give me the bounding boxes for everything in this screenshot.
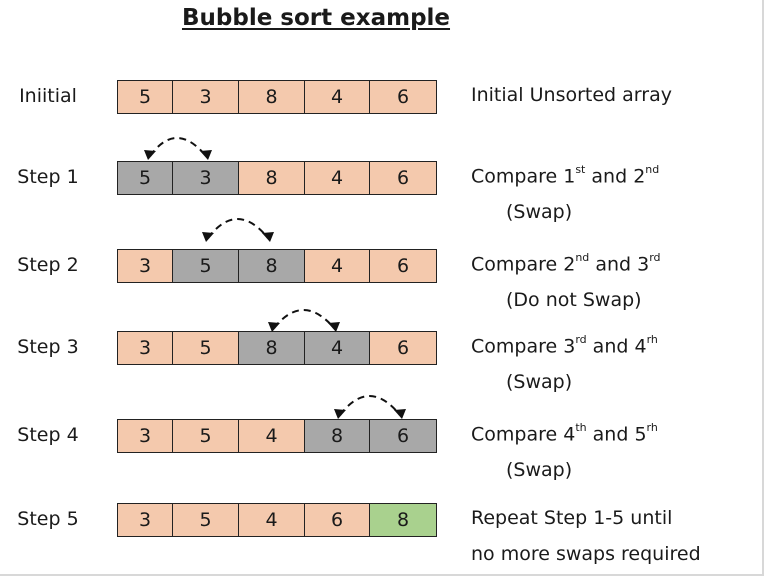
array-cell: 4 [305, 332, 370, 364]
array-cell: 3 [173, 162, 239, 194]
array-cell: 5 [173, 250, 239, 282]
array-cell: 6 [370, 81, 436, 113]
array-cell: 4 [305, 81, 370, 113]
array-cell: 6 [370, 250, 436, 282]
description-text: and 3 [589, 253, 650, 276]
array-cell: 8 [370, 504, 436, 536]
array-cell: 8 [239, 162, 305, 194]
array-cell: 3 [118, 250, 173, 282]
description-text: Compare 4 [471, 423, 576, 446]
array-cell: 8 [239, 250, 305, 282]
row-description-sub: (Do not Swap) [506, 289, 642, 311]
description-text: and 5 [586, 423, 647, 446]
row-description-sub: (Swap) [506, 371, 573, 393]
array-cell: 4 [305, 162, 370, 194]
array-cell: 8 [239, 81, 305, 113]
ordinal-suffix: st [575, 163, 586, 176]
description-text: Compare 3 [471, 335, 576, 358]
description-text: Initial Unsorted array [471, 84, 672, 106]
array-cell: 5 [173, 332, 239, 364]
row-description: Initial Unsorted array [471, 84, 672, 106]
array-cell: 4 [239, 420, 305, 452]
array-cell: 8 [239, 332, 305, 364]
array-cell: 3 [118, 332, 173, 364]
array-cell: 3 [173, 81, 239, 113]
ordinal-suffix: rh [646, 421, 658, 434]
ordinal-suffix: nd [575, 251, 590, 264]
row-description: Compare 2nd and 3rd [471, 251, 661, 276]
row-label: Step 1 [17, 166, 79, 188]
row-description: Repeat Step 1-5 until [471, 507, 672, 529]
ordinal-suffix: rd [575, 333, 587, 346]
description-text: and 2 [585, 165, 646, 188]
array-cell: 5 [118, 162, 173, 194]
array-cell: 6 [305, 504, 370, 536]
curved-arrow-icon [334, 395, 406, 419]
row-label: Step 5 [17, 508, 79, 530]
description-text: and 4 [586, 335, 647, 358]
ordinal-suffix: nd [645, 163, 660, 176]
diagram-title: Bubble sort example [181, 5, 451, 31]
ordinal-suffix: rh [646, 333, 658, 346]
row-label: Step 2 [17, 254, 79, 276]
row-description: Compare 4th and 5rh [471, 421, 658, 446]
curved-arrow-icon [268, 309, 340, 332]
array-cell: 5 [173, 420, 239, 452]
array-cell: 4 [239, 504, 305, 536]
row-description: Compare 3rd and 4rh [471, 333, 658, 358]
array-cell: 5 [173, 504, 239, 536]
description-text: Repeat Step 1-5 until [471, 507, 673, 529]
row-description-sub: no more swaps required [471, 543, 701, 565]
description-text: Compare 1 [471, 165, 576, 188]
array-cell: 4 [305, 250, 370, 282]
row-description-sub: (Swap) [506, 459, 573, 481]
ordinal-suffix: rd [649, 251, 661, 264]
array-cell: 3 [118, 504, 173, 536]
array-cell: 6 [370, 420, 436, 452]
array-cell: 6 [370, 162, 436, 194]
row-label: Step 4 [17, 424, 79, 446]
array-cell: 8 [305, 420, 370, 452]
ordinal-suffix: th [575, 421, 587, 434]
array-cell: 6 [370, 332, 436, 364]
array-cell: 5 [118, 81, 173, 113]
curved-arrow-icon [144, 137, 212, 160]
array-cell: 3 [118, 420, 173, 452]
row-label: Iniitial [19, 85, 77, 107]
row-description: Compare 1st and 2nd [471, 163, 660, 188]
curved-arrow-icon [202, 218, 274, 242]
row-label: Step 3 [17, 336, 79, 358]
description-text: Compare 2 [471, 253, 576, 276]
row-description-sub: (Swap) [506, 201, 573, 223]
